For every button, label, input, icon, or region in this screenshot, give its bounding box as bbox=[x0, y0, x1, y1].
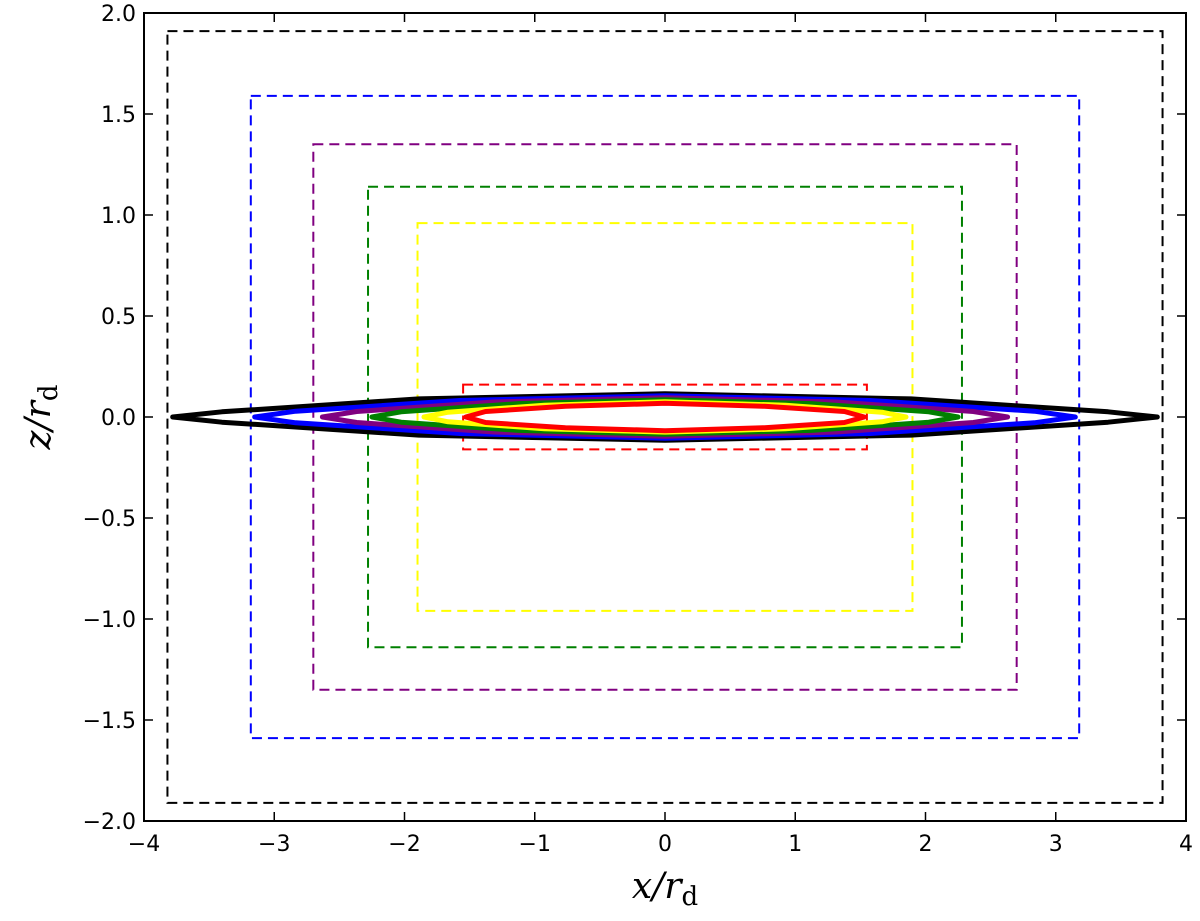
x-tick-label-5: 1 bbox=[788, 832, 802, 857]
y-tick-label-5: 0.5 bbox=[101, 305, 136, 330]
disk-outline-4 bbox=[421, 399, 909, 435]
y-axis-label-sub: d bbox=[34, 385, 64, 402]
disk-outline-0 bbox=[170, 391, 1160, 443]
x-tick-label-0: −4 bbox=[128, 832, 160, 857]
disk-outline-2 bbox=[319, 395, 1011, 439]
dashed-box-4 bbox=[416, 222, 914, 612]
plot-area bbox=[166, 30, 1164, 804]
y-tick-label-1: −1.5 bbox=[83, 709, 136, 734]
x-tick-label-4: 0 bbox=[658, 832, 672, 857]
plot-frame bbox=[143, 12, 1187, 822]
x-tick-label-3: −1 bbox=[519, 832, 551, 857]
y-tick-label-3: −0.5 bbox=[83, 507, 136, 532]
y-axis-label-main: z/r bbox=[18, 399, 59, 450]
x-axis-label: x/rd bbox=[632, 866, 698, 912]
y-tick-label-0: −2.0 bbox=[83, 810, 136, 835]
y-tick-label-7: 1.5 bbox=[101, 103, 136, 128]
disk-outline-3 bbox=[369, 397, 961, 437]
y-tick-label-8: 2.0 bbox=[101, 2, 136, 27]
x-tick-label-7: 3 bbox=[1049, 832, 1063, 857]
x-tick-label-1: −3 bbox=[258, 832, 290, 857]
ticks bbox=[143, 12, 1187, 822]
y-tick-label-2: −1.0 bbox=[83, 608, 136, 633]
x-tick-label-2: −2 bbox=[388, 832, 420, 857]
y-tick-label-4: 0.0 bbox=[101, 406, 136, 431]
y-tick-label-6: 1.0 bbox=[101, 204, 136, 229]
dashed-box-3 bbox=[367, 185, 963, 649]
disk-outline-5 bbox=[463, 400, 867, 434]
x-axis-label-sub: d bbox=[681, 882, 698, 912]
dashed-box-2 bbox=[312, 143, 1018, 691]
y-axis-label: z/rd bbox=[18, 385, 64, 451]
disk-outline-1 bbox=[252, 393, 1078, 441]
x-axis-label-main: x/r bbox=[632, 866, 683, 907]
dashed-box-0 bbox=[166, 30, 1164, 804]
x-tick-label-8: 4 bbox=[1179, 832, 1193, 857]
tick-labels: −4 −3 −2 −1 0 1 2 3 4 −2.0 −1.5 −1.0 −0.5 0.0 0.5 1.0 1.… bbox=[83, 2, 1193, 857]
x-tick-label-6: 2 bbox=[919, 832, 933, 857]
dashed-box-5 bbox=[462, 383, 868, 451]
